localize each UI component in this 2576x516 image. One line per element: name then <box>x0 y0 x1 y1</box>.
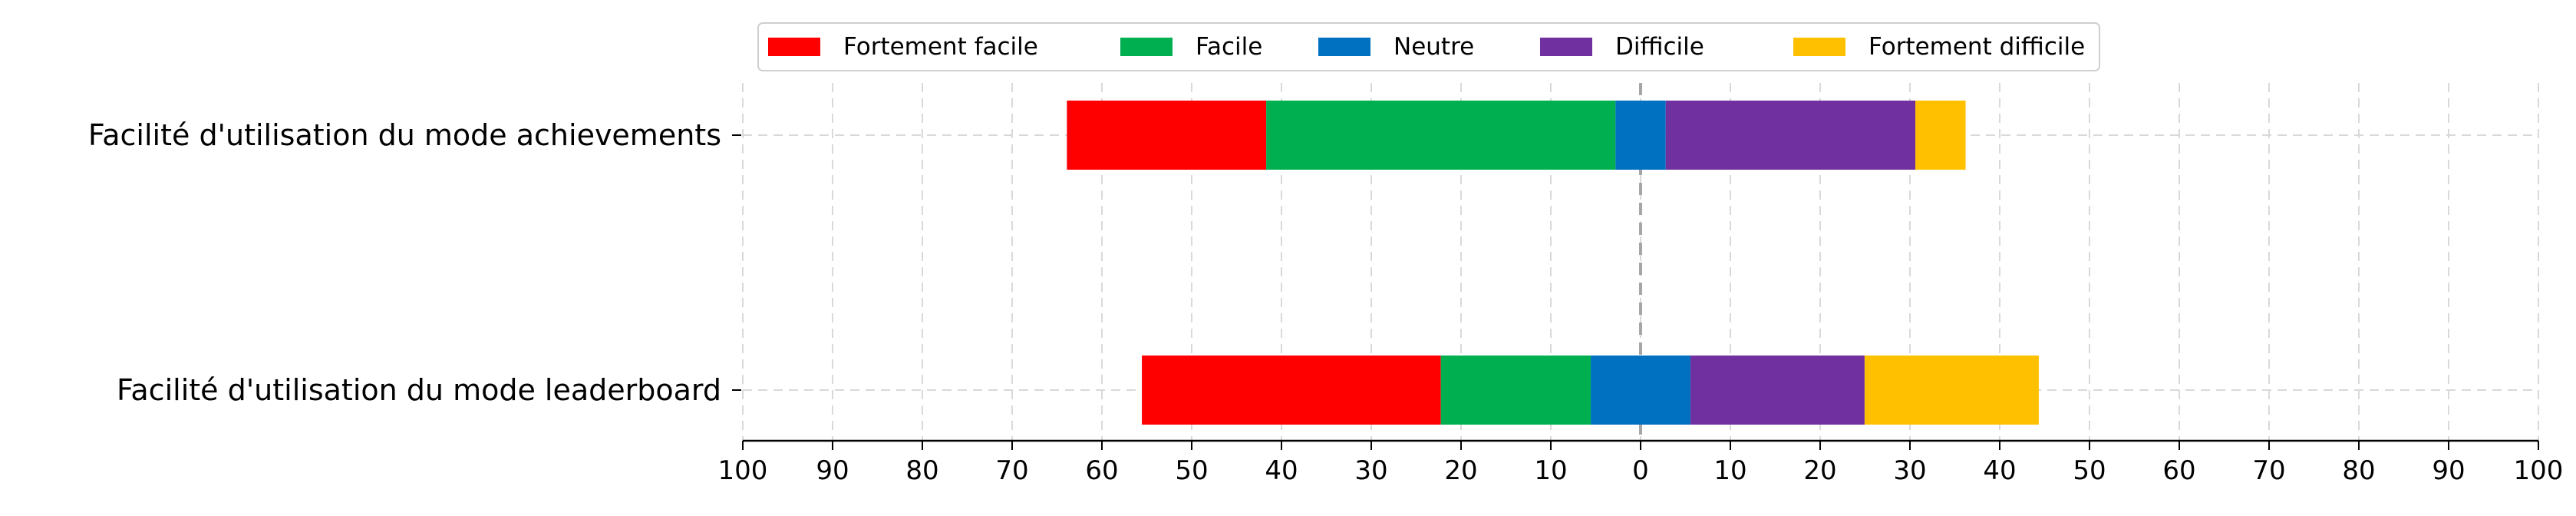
bar-1-1 <box>1440 356 1591 425</box>
x-tick-label-1: 90 <box>816 455 849 486</box>
bar-1-0 <box>1142 356 1441 425</box>
y-axis: Facilité d'utilisation du mode achieveme… <box>88 118 741 407</box>
legend-label-2: Neutre <box>1394 33 1474 61</box>
y-tick-label-0: Facilité d'utilisation du mode achieveme… <box>88 118 721 152</box>
legend-swatch-3 <box>1540 38 1592 56</box>
legend-label-0: Fortement facile <box>843 33 1038 61</box>
legend-label-4: Fortement difficile <box>1869 33 2085 61</box>
legend-box <box>757 22 2100 71</box>
x-tick-label-7: 30 <box>1354 455 1387 486</box>
x-tick-label-19: 90 <box>2432 455 2465 486</box>
bar-0-1 <box>1266 101 1616 170</box>
bars-group <box>1067 101 2039 425</box>
x-tick-label-4: 60 <box>1085 455 1118 486</box>
x-tick-label-3: 70 <box>995 455 1028 486</box>
legend-swatch-4 <box>1793 38 1845 56</box>
bar-1-3 <box>1690 356 1865 425</box>
legend-swatch-0 <box>768 38 820 56</box>
x-tick-label-10: 0 <box>1632 455 1649 486</box>
x-tick-label-11: 10 <box>1713 455 1746 486</box>
bar-0-2 <box>1615 101 1666 170</box>
x-tick-label-8: 20 <box>1444 455 1477 486</box>
x-tick-label-12: 20 <box>1803 455 1836 486</box>
x-tick-label-0: 100 <box>718 455 768 486</box>
x-axis: 100 90 80 70 60 50 40 30 20 10 0 10 20 30 40 50 60 70 80 90… <box>718 439 2564 486</box>
y-tick-label-1: Facilité d'utilisation du mode leaderboa… <box>117 373 721 407</box>
legend-label-1: Facile <box>1196 33 1262 61</box>
x-tick-label-9: 10 <box>1534 455 1567 486</box>
bar-0-0 <box>1067 101 1267 170</box>
x-tick-label-17: 70 <box>2252 455 2285 486</box>
legend: Fortement facile Facile Neutre Difficile For… <box>757 22 2100 71</box>
legend-swatch-2 <box>1318 38 1370 56</box>
bar-0-3 <box>1665 101 1916 170</box>
x-tick-label-20: 100 <box>2514 455 2564 486</box>
x-tick-label-16: 60 <box>2162 455 2195 486</box>
x-tick-label-6: 40 <box>1265 455 1298 486</box>
x-tick-label-5: 50 <box>1175 455 1208 486</box>
x-tick-label-2: 80 <box>905 455 938 486</box>
x-tick-label-15: 50 <box>2073 455 2106 486</box>
bar-0-4 <box>1915 101 1966 170</box>
bar-1-4 <box>1864 356 2039 425</box>
legend-swatch-1 <box>1120 38 1173 56</box>
x-tick-label-18: 80 <box>2342 455 2375 486</box>
bar-1-2 <box>1591 356 1690 425</box>
legend-label-3: Difficile <box>1615 33 1704 61</box>
x-tick-label-13: 30 <box>1893 455 1926 486</box>
x-tick-label-14: 40 <box>1983 455 2016 486</box>
